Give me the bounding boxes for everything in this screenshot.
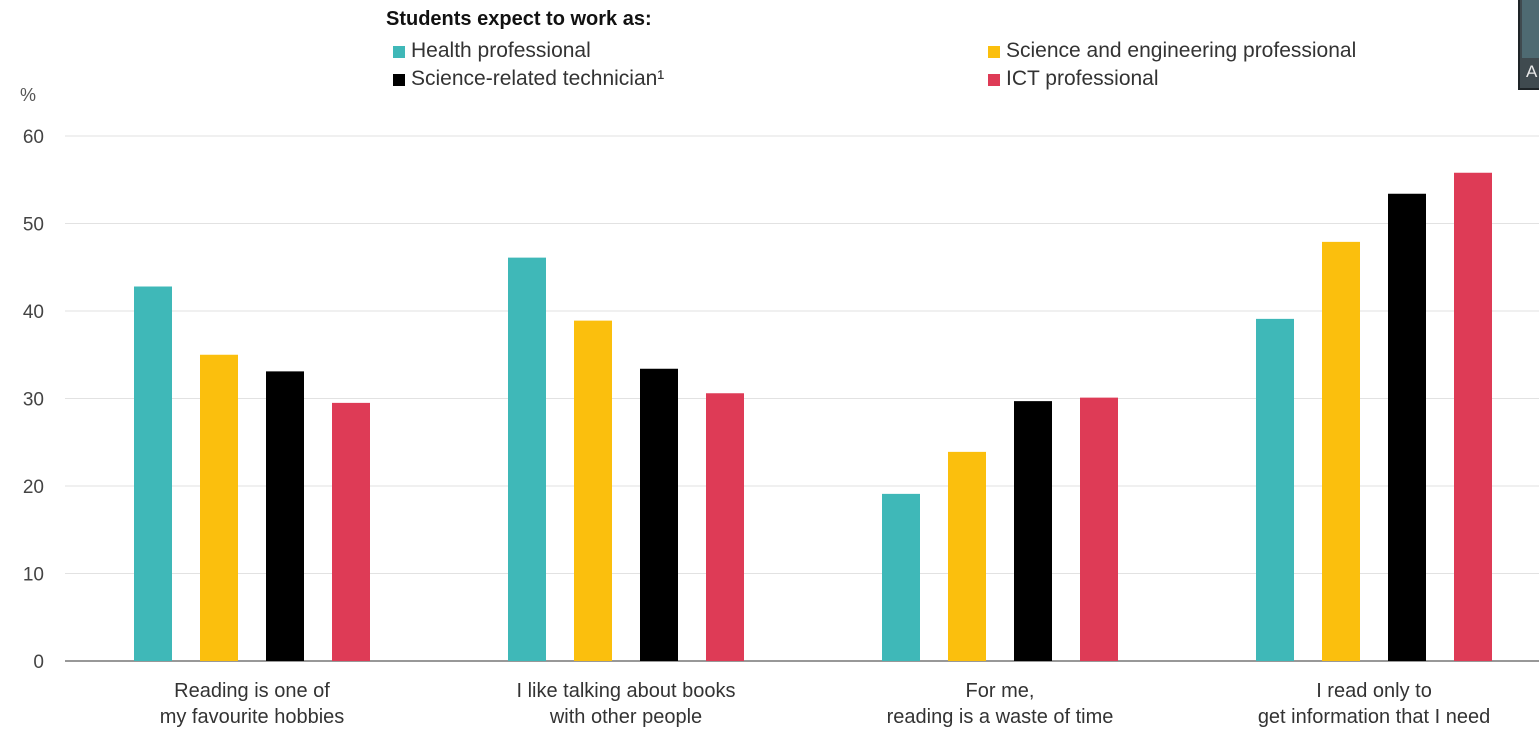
y-tick-label: 30 [23, 390, 44, 411]
x-category-label: get information that I need [1258, 706, 1490, 728]
x-category-label: with other people [549, 706, 702, 728]
bar [134, 286, 172, 661]
legend-swatch [393, 46, 405, 58]
bar [1454, 172, 1492, 661]
bar [1080, 397, 1118, 661]
legend-title: Students expect to work as: [386, 8, 652, 30]
bars [134, 172, 1492, 661]
bar [948, 451, 986, 661]
bar [266, 371, 304, 661]
bar [640, 368, 678, 661]
x-category-label: reading is a waste of time [887, 706, 1114, 728]
y-axis-ticks: 0 10 20 30 40 50 60 [23, 127, 44, 673]
bar [574, 320, 612, 661]
bar [1388, 193, 1426, 661]
bar [200, 354, 238, 661]
x-axis-labels: Reading is one of my favourite hobbies I l… [160, 680, 1490, 728]
bar [1014, 401, 1052, 661]
bar [1322, 241, 1360, 661]
x-category-label: I like talking about books [516, 680, 735, 702]
legend-swatch [988, 46, 1000, 58]
legend-label: ICT professional [1006, 67, 1159, 90]
bar [508, 257, 546, 661]
bar [706, 393, 744, 661]
y-tick-label: 60 [23, 127, 44, 148]
bar [882, 493, 920, 661]
y-tick-label: 10 [23, 565, 44, 586]
legend-label: Science-related technician¹ [411, 67, 664, 90]
y-tick-label: 50 [23, 215, 44, 236]
y-tick-label: 40 [23, 302, 44, 323]
x-category-label: my favourite hobbies [160, 706, 345, 728]
legend-swatch [393, 74, 405, 86]
bar [332, 402, 370, 661]
legend-label: Science and engineering professional [1006, 39, 1356, 62]
x-category-label: I read only to [1316, 680, 1432, 702]
y-axis-unit: % [20, 85, 36, 105]
legend: Health professional Science and engineeri… [393, 39, 1356, 90]
x-category-label: For me, [966, 680, 1035, 702]
y-tick-label: 0 [33, 652, 44, 673]
bar [1256, 318, 1294, 661]
legend-swatch [988, 74, 1000, 86]
x-category-label: Reading is one of [174, 680, 330, 702]
corner-widget[interactable]: A [1518, 0, 1539, 90]
legend-label: Health professional [411, 39, 591, 62]
y-tick-label: 20 [23, 477, 44, 498]
corner-widget-letter: A [1526, 62, 1538, 81]
corner-widget-panel [1522, 0, 1539, 58]
